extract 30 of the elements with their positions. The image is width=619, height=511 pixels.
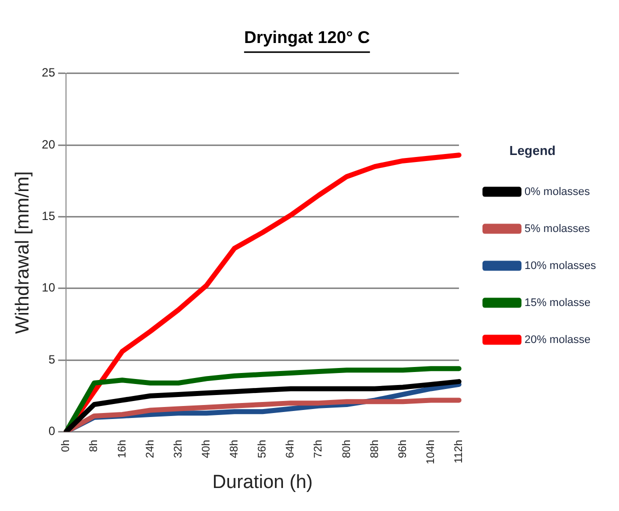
x-tick-label: 64h: [284, 440, 297, 458]
x-tick-label: 80h: [340, 440, 353, 458]
x-axis-title: Duration (h): [212, 472, 313, 493]
y-tick-label: 0: [48, 424, 56, 438]
legend-label: 5% molasses: [524, 222, 590, 235]
x-tick-label: 40h: [200, 440, 212, 458]
y-tick-label: 15: [42, 209, 56, 224]
x-tick-label: 48h: [228, 440, 241, 458]
legend-label: 10% molasses: [524, 260, 596, 272]
chart-title: Dryingat 120° C: [244, 28, 370, 47]
x-tick-label: 32h: [172, 440, 184, 458]
y-tick-label: 5: [48, 352, 56, 366]
x-tick-label: 0h: [60, 440, 72, 452]
y-tick-label: 20: [42, 137, 56, 152]
x-tick-label: 112h: [453, 440, 465, 464]
legend-label: 20% molasse: [524, 334, 591, 346]
legend-label: 0% molasses: [524, 186, 590, 198]
y-tick-label: 25: [42, 66, 56, 80]
y-axis-title: Withdrawal [mm/m]: [12, 171, 34, 334]
y-tick-label: 10: [42, 280, 56, 295]
legend-title: Legend: [509, 142, 556, 158]
x-tick-label: 56h: [256, 440, 269, 458]
x-tick-label: 24h: [144, 440, 156, 458]
legend-label: 15% molasse: [524, 296, 591, 309]
x-tick-label: 88h: [368, 440, 381, 458]
x-tick-label: 96h: [396, 440, 409, 458]
x-tick-label: 8h: [88, 440, 100, 452]
x-tick-label: 104h: [424, 440, 437, 464]
x-tick-label: 72h: [312, 440, 325, 458]
x-tick-label: 16h: [116, 440, 128, 458]
